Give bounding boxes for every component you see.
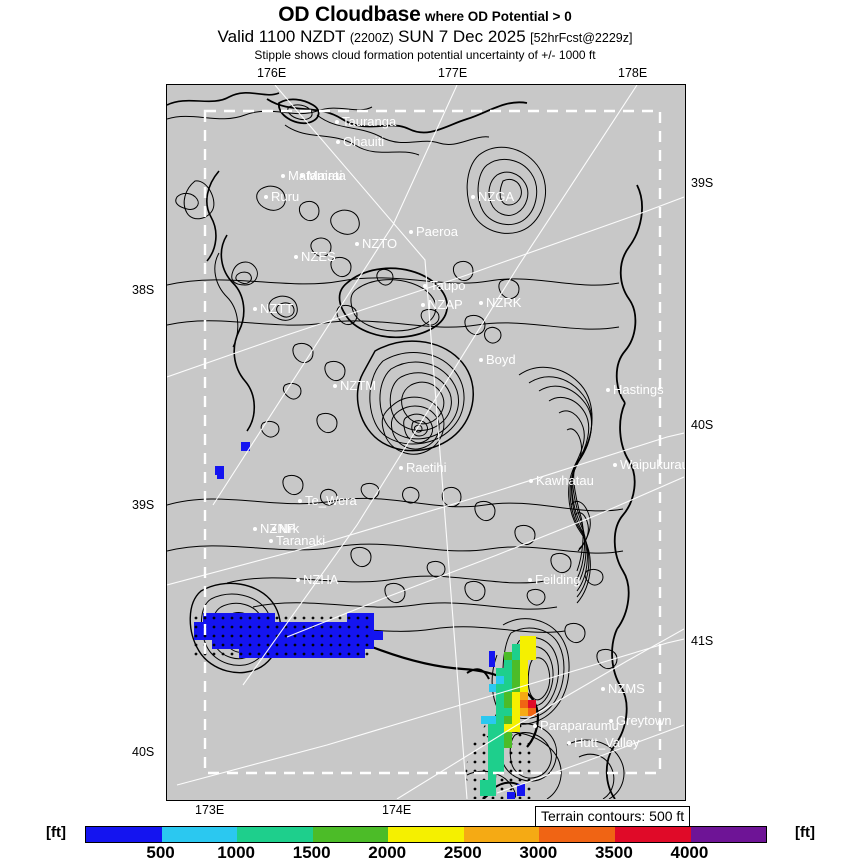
colorbar-segment[interactable]	[463, 827, 540, 842]
colorbar-tick: 3500	[594, 843, 633, 862]
lat-right-label: 40S	[691, 418, 714, 432]
colorbar-segment[interactable]	[539, 827, 615, 842]
lat-right-label: 41S	[691, 634, 714, 648]
colorbar-segment[interactable]	[614, 827, 691, 842]
weather-map[interactable]: Tauranga Ohauiti Matamata Mairai Ruru NZGA Pae…	[166, 84, 686, 801]
colorbar-segment[interactable]	[388, 827, 464, 842]
lon-top-label: 177E	[438, 66, 468, 80]
colorbar-unit-left: [ft]	[46, 824, 66, 841]
forecast-stamp: [52hrFcst@2229z]	[530, 31, 633, 45]
lon-top-label: 176E	[257, 66, 287, 80]
valid-time-utc: (2200Z)	[349, 31, 394, 45]
lon-bottom-label: 173E	[195, 803, 225, 817]
lat-left-label: 40S	[132, 745, 155, 759]
title-line-1: OD Cloudbase where OD Potential > 0	[0, 4, 850, 25]
title-line-2: Valid 1100 NZDT (2200Z) SUN 7 Dec 2025 […	[0, 28, 850, 46]
colorbar-tick: 2000	[368, 843, 407, 862]
stipple-note: Stipple shows cloud formation potential …	[254, 48, 596, 62]
colorbar-swatches[interactable]	[85, 826, 767, 843]
colorbar[interactable]: [ft] [ft] 500 1000 1500 2000 2500 3000 3500 400…	[0, 823, 850, 862]
colorbar-tick: 1000	[217, 843, 256, 862]
colorbar-segment[interactable]	[237, 827, 313, 842]
valid-time: Valid 1100 NZDT	[217, 27, 346, 46]
colorbar-segment[interactable]	[312, 827, 389, 842]
lon-top-label: 178E	[618, 66, 648, 80]
colorbar-unit-right: [ft]	[795, 824, 815, 841]
lat-right-label: 39S	[691, 176, 714, 190]
title-qualifier: where OD Potential > 0	[425, 9, 572, 24]
map-graphics	[167, 85, 684, 799]
map-container[interactable]: Tauranga Ohauiti Matamata Mairai Ruru NZGA Pae…	[132, 66, 713, 817]
colorbar-segment[interactable]	[690, 827, 767, 842]
lat-left-label: 38S	[132, 283, 155, 297]
terrain-contour-note: Terrain contours: 500 ft	[535, 806, 691, 827]
colorbar-tick: 3000	[519, 843, 558, 862]
colorbar-segment[interactable]	[161, 827, 238, 842]
title-block: OD Cloudbase where OD Potential > 0 Vali…	[0, 0, 850, 62]
colorbar-tick: 4000	[670, 843, 709, 862]
valid-date: SUN 7 Dec 2025	[398, 27, 526, 46]
page-title: OD Cloudbase	[278, 3, 421, 26]
colorbar-tick: 1500	[292, 843, 331, 862]
colorbar-segment[interactable]	[86, 827, 162, 842]
colorbar-tick: 500	[146, 843, 175, 862]
colorbar-tick: 2500	[443, 843, 482, 862]
lat-left-label: 39S	[132, 498, 155, 512]
lon-bottom-label: 174E	[382, 803, 412, 817]
